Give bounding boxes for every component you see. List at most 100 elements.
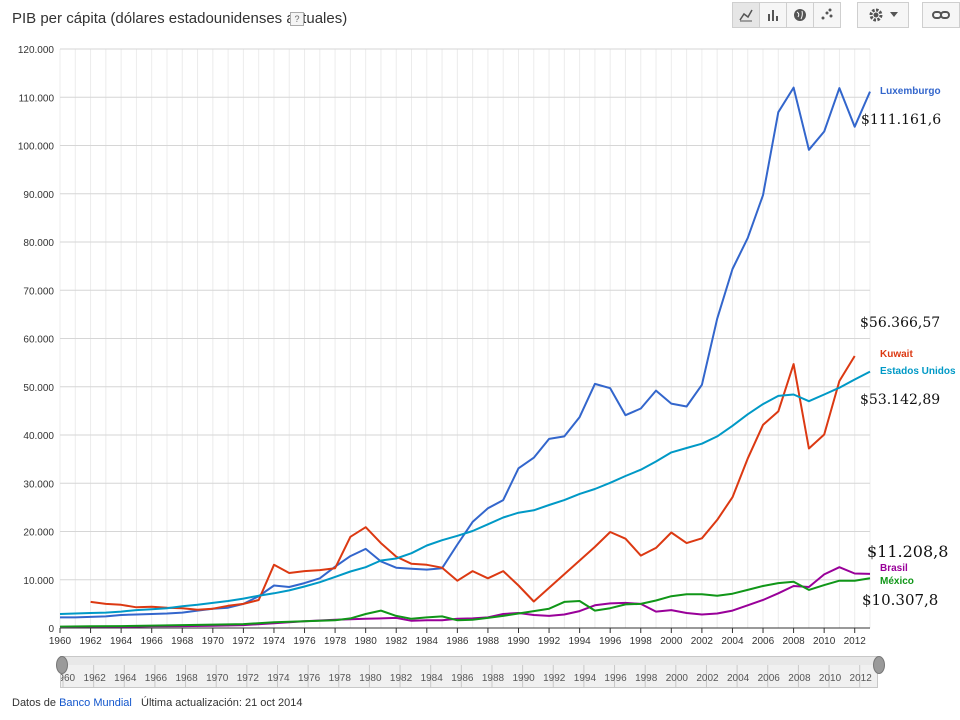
source-link[interactable]: Banco Mundial	[59, 697, 132, 709]
last-updated: Última actualización: 21 oct 2014	[141, 697, 303, 709]
x-tick-label: 1986	[446, 636, 469, 647]
y-tick-label: 100.000	[18, 142, 55, 153]
chart-title: PIB per cápita (dólares estadounidenses …	[12, 10, 348, 27]
x-tick-label: 1980	[355, 636, 378, 647]
range-slider-axis: 1960 1962 1964 1966 1968 1970 1972 1974 1976 1978…	[53, 657, 877, 687]
slider-tick-label: 1974	[267, 673, 290, 684]
x-tick-label: 2012	[844, 636, 867, 647]
x-tick-label: 2002	[691, 636, 714, 647]
series-line-kuwait	[90, 355, 856, 611]
slider-tick-label: 2006	[758, 673, 781, 684]
slider-tick-label: 2004	[727, 673, 750, 684]
link-button[interactable]	[922, 2, 960, 28]
x-tick-label: 2000	[660, 636, 683, 647]
slider-tick-label: 1962	[84, 673, 107, 684]
slider-tick-label: 2010	[819, 673, 842, 684]
slider-tick-label: 2008	[788, 673, 811, 684]
x-tick-label: 1982	[385, 636, 408, 647]
y-tick-label: 0	[48, 624, 54, 635]
slider-tick-label: 2002	[696, 673, 719, 684]
x-tick-label: 1968	[171, 636, 194, 647]
help-icon[interactable]: ?	[290, 12, 304, 26]
legend: Luxemburgo Kuwait Estados Unidos Brasil Méxi…	[880, 86, 956, 587]
chart-grid	[59, 48, 871, 629]
x-tick-label: 1974	[263, 636, 286, 647]
slider-tick-label: 1996	[604, 673, 627, 684]
slider-tick-label: 1994	[574, 673, 597, 684]
slider-band	[61, 657, 877, 665]
range-end-handle[interactable]	[873, 656, 885, 674]
x-tick-label: 1984	[416, 636, 439, 647]
slider-tick-label: 1982	[390, 673, 413, 684]
x-tick-label: 1960	[49, 636, 72, 647]
slider-tick-label: 1964	[114, 673, 137, 684]
y-tick-label: 110.000	[19, 93, 55, 104]
y-tick-label: 50.000	[23, 383, 54, 394]
y-tick-label: 40.000	[23, 431, 54, 442]
x-axis: 1960 1962 1964 1966 1968 1970 1972 1974 1976 1978…	[49, 628, 866, 647]
chevron-down-icon	[890, 12, 898, 17]
slider-tick-label: 1978	[329, 673, 352, 684]
slider-tick-label: 1980	[359, 673, 382, 684]
globe-icon	[794, 9, 806, 21]
slider-tick-label: 1968	[175, 673, 198, 684]
settings-button[interactable]	[857, 2, 909, 28]
slider-tick-label: 1966	[145, 673, 168, 684]
slider-tick-label: 1998	[635, 673, 658, 684]
slider-tick-label: 1986	[451, 673, 474, 684]
slider-tick-label: 1990	[512, 673, 535, 684]
legend-entry: Estados Unidos	[880, 366, 956, 377]
slider-tick-label: 1976	[298, 673, 321, 684]
x-tick-label: 1970	[202, 636, 225, 647]
x-tick-label: 1976	[293, 636, 316, 647]
series-line-méxico	[59, 577, 871, 628]
y-tick-label: 120.000	[18, 45, 55, 56]
bar-chart-icon	[768, 10, 778, 21]
x-tick-label: 1998	[630, 636, 653, 647]
line-chart-icon	[739, 9, 753, 22]
slider-tick-label: 1970	[206, 673, 229, 684]
y-tick-label: 10.000	[23, 576, 54, 587]
slider-tick-label: 1972	[237, 673, 260, 684]
x-tick-label: 2006	[752, 636, 775, 647]
legend-entry: Luxemburgo	[880, 86, 941, 97]
x-tick-label: 1994	[568, 636, 591, 647]
range-slider[interactable]: 1960 1962 1964 1966 1968 1970 1972 1974 1976 1978…	[53, 656, 878, 688]
x-tick-label: 2010	[813, 636, 836, 647]
slider-tick-label: 2012	[850, 673, 873, 684]
y-tick-label: 90.000	[23, 190, 54, 201]
series-lines	[59, 86, 871, 628]
y-axis: 0 10.000 20.000 30.000 40.000 50.000 60.000 70.…	[18, 45, 55, 635]
y-tick-label: 80.000	[23, 238, 54, 249]
x-tick-label: 1972	[232, 636, 255, 647]
series-line-estados-unidos	[59, 370, 871, 615]
bar-chart-button[interactable]	[759, 2, 787, 28]
series-line-luxemburgo	[60, 86, 871, 619]
legend-entry: Kuwait	[880, 349, 913, 360]
x-tick-label: 1992	[538, 636, 561, 647]
x-tick-label: 1964	[110, 636, 133, 647]
y-tick-label: 20.000	[23, 528, 54, 539]
slider-tick-label: 1992	[543, 673, 566, 684]
slider-tick-label: 1988	[482, 673, 505, 684]
scatter-button[interactable]	[813, 2, 841, 28]
range-start-handle[interactable]	[56, 656, 68, 674]
scatter-icon	[821, 8, 833, 20]
usa-value-label: $53.142,89	[860, 392, 941, 408]
x-tick-label: 1962	[79, 636, 102, 647]
x-tick-label: 2008	[782, 636, 805, 647]
kuwait-value-label: $56.366,57	[860, 315, 941, 331]
x-tick-label: 1978	[324, 636, 347, 647]
luxembourg-value-label: $111.161,6	[861, 112, 942, 128]
slider-tick-label: 1960	[61, 673, 76, 684]
y-tick-label: 30.000	[23, 479, 54, 490]
mexico-value-label: $10.307,8	[862, 591, 939, 609]
x-tick-label: 1990	[507, 636, 530, 647]
legend-entry: México	[880, 576, 914, 587]
legend-entry: Brasil	[880, 563, 908, 574]
chart-type-toolbar	[732, 2, 841, 28]
y-tick-label: 60.000	[23, 335, 54, 346]
source-prefix: Datos de	[12, 697, 57, 709]
x-tick-label: 2004	[721, 636, 744, 647]
